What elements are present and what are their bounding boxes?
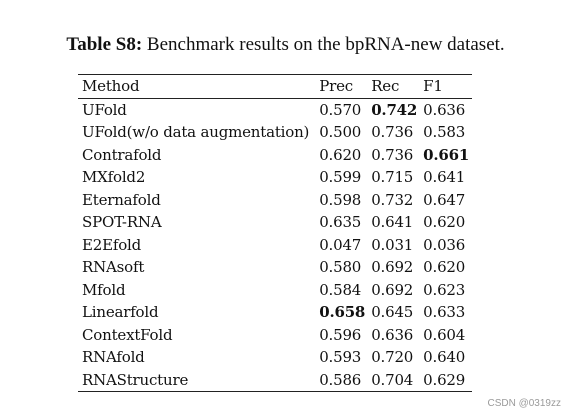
- cell-method: MXfold2: [82, 168, 146, 186]
- cell-prec: 0.620: [319, 145, 362, 164]
- cell-prec: 0.584: [319, 280, 362, 299]
- cell-rec: 0.031: [371, 235, 414, 254]
- cell-rec: 0.692: [371, 258, 414, 276]
- cell-prec: 0.598: [319, 190, 362, 209]
- cell-prec: 0.596: [319, 325, 362, 344]
- header-row: Method Prec Rec F1: [78, 74, 473, 98]
- cell-f1: 0.636: [423, 100, 466, 119]
- cell-f1: 0.633: [423, 303, 466, 321]
- column-header-prec: Prec: [319, 77, 353, 95]
- cell-rec: 0.641: [371, 213, 414, 231]
- cell-prec: 0.658: [319, 303, 366, 321]
- column-header-method: Method: [82, 77, 140, 95]
- cell-f1: 0.583: [423, 123, 466, 141]
- cell-method: UFold(w/o data augmentation): [82, 123, 310, 141]
- cell-method: UFold: [82, 100, 127, 119]
- table-row: Contrafold 0.620 0.736 0.661: [78, 144, 472, 167]
- cell-method: Mfold: [82, 280, 126, 299]
- table-header: Method Prec Rec F1: [78, 74, 473, 98]
- table-row: SPOT-RNA 0.635 0.641 0.620: [78, 211, 472, 234]
- table-row: RNAStructure 0.586 0.704 0.629: [78, 369, 473, 392]
- table-row: UFold 0.570 0.742 0.636: [78, 98, 472, 121]
- cell-rec: 0.692: [371, 280, 414, 299]
- table-row: Eternafold 0.598 0.732 0.647: [78, 189, 472, 212]
- table-body: UFold 0.570 0.742 0.636 UFold(w/o data augme…: [78, 98, 473, 392]
- table-row: MXfold2 0.599 0.715 0.641: [78, 166, 472, 189]
- cell-method: E2Efold: [82, 235, 142, 254]
- cell-method: RNAfold: [82, 348, 145, 366]
- cell-rec: 0.732: [371, 190, 414, 209]
- cell-prec: 0.047: [319, 235, 362, 254]
- cell-f1: 0.620: [423, 213, 466, 231]
- cell-method: RNAStructure: [82, 370, 189, 389]
- cell-f1: 0.036: [423, 235, 466, 254]
- cell-f1: 0.629: [423, 370, 466, 389]
- cell-f1: 0.647: [423, 190, 466, 209]
- cell-f1: 0.641: [423, 168, 466, 186]
- caption-text: Benchmark results on the bpRNA-new datas…: [146, 34, 505, 55]
- cell-rec: 0.736: [371, 123, 414, 141]
- cell-f1: 0.661: [423, 145, 470, 164]
- cell-prec: 0.593: [319, 348, 362, 366]
- table-row: ContextFold 0.596 0.636 0.604: [78, 324, 472, 347]
- watermark: CSDN @0319zz: [487, 398, 561, 409]
- table-row: RNAsoft 0.580 0.692 0.620: [78, 256, 472, 279]
- column-header-rec: Rec: [371, 77, 400, 95]
- cell-rec: 0.736: [371, 145, 414, 164]
- caption-label: Table S8:: [66, 34, 143, 55]
- table-row: E2Efold 0.047 0.031 0.036: [78, 234, 472, 257]
- cell-method: Contrafold: [82, 145, 162, 164]
- cell-rec: 0.645: [371, 303, 414, 321]
- table-row: Mfold 0.584 0.692 0.623: [78, 279, 472, 302]
- cell-rec: 0.720: [371, 348, 414, 366]
- table-row: RNAfold 0.593 0.720 0.640: [78, 346, 472, 369]
- cell-method: ContextFold: [82, 325, 173, 344]
- cell-rec: 0.742: [371, 100, 418, 119]
- table-caption: Table S8: Benchmark results on the bpRNA…: [0, 34, 571, 56]
- cell-prec: 0.586: [319, 370, 362, 389]
- cell-prec: 0.500: [319, 123, 362, 141]
- cell-prec: 0.570: [319, 100, 362, 119]
- cell-prec: 0.635: [319, 213, 362, 231]
- cell-rec: 0.636: [371, 325, 414, 344]
- cell-f1: 0.640: [423, 348, 466, 366]
- column-header-f1: F1: [423, 77, 443, 95]
- cell-method: SPOT-RNA: [82, 213, 162, 231]
- cell-f1: 0.604: [423, 325, 466, 344]
- cell-method: Eternafold: [82, 190, 161, 209]
- cell-f1: 0.620: [423, 258, 466, 276]
- table-row: UFold(w/o data augmentation) 0.500 0.736 0.…: [78, 121, 472, 144]
- table-row: Linearfold 0.658 0.645 0.633: [78, 301, 472, 324]
- benchmark-table: Method Prec Rec F1 UFold 0.570 0.742 0.636 U…: [78, 74, 473, 392]
- cell-rec: 0.704: [371, 370, 414, 389]
- cell-prec: 0.599: [319, 168, 362, 186]
- cell-method: Linearfold: [82, 303, 159, 321]
- cell-rec: 0.715: [371, 168, 414, 186]
- cell-f1: 0.623: [423, 280, 466, 299]
- cell-method: RNAsoft: [82, 258, 145, 276]
- cell-prec: 0.580: [319, 258, 362, 276]
